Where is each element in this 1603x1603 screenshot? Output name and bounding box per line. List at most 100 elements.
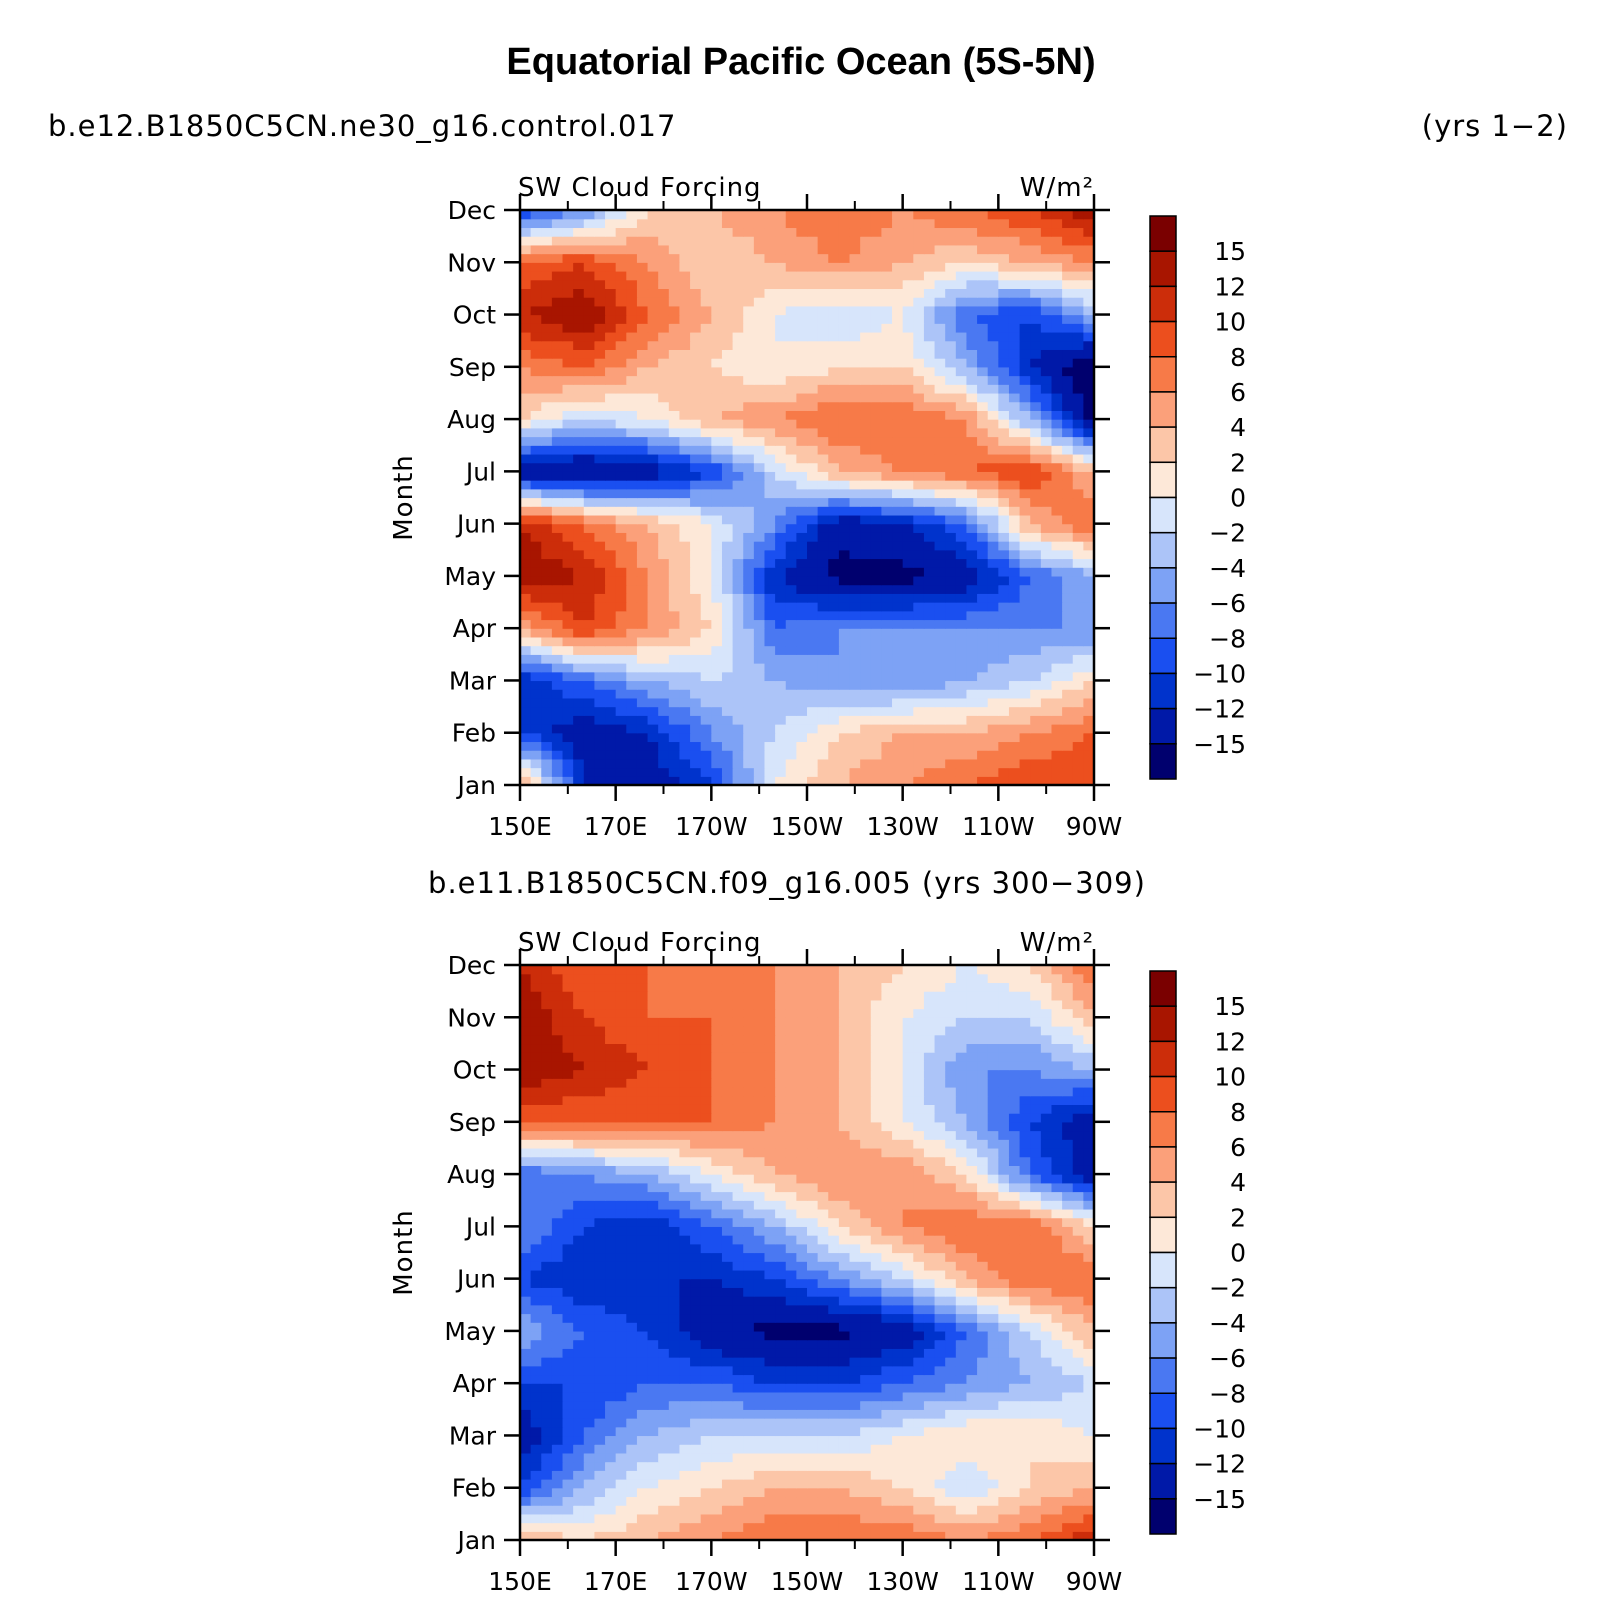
field-cell [743,436,755,446]
field-cell [860,375,872,385]
field-cell [807,462,819,472]
field-cell [679,1426,691,1437]
field-cell [679,1418,691,1428]
field-cell [1008,1426,1021,1437]
field-cell [977,654,989,664]
field-cell [796,392,808,403]
field-cell [594,706,606,716]
field-cell [785,262,797,272]
field-cell [636,671,649,682]
field-cell [1019,462,1031,472]
field-cell [1072,636,1084,647]
field-cell [977,1531,989,1541]
field-cell [573,1531,585,1541]
field-cell [817,558,829,568]
field-cell [605,1531,617,1541]
field-cell [573,1383,585,1393]
field-cell [605,549,617,560]
field-cell [743,541,755,551]
field-cell [636,1426,649,1437]
field-cell [690,645,702,655]
field-cell [1072,689,1084,699]
field-cell [690,689,702,699]
field-cell [1040,697,1053,708]
field-cell [817,1513,829,1524]
field-cell [1030,331,1042,342]
field-cell [530,1400,542,1410]
field-cell [605,514,617,525]
field-cell [573,419,585,429]
field-cell [998,340,1010,350]
field-cell [1040,1330,1053,1341]
field-cell [977,602,989,612]
field-cell [753,349,766,359]
field-cell [668,358,681,368]
field-cell [828,314,840,324]
field-cell [945,697,957,708]
field-cell [966,1426,978,1437]
field-cell [1083,1461,1095,1471]
field-cell [764,358,776,368]
field-cell [998,323,1010,333]
field-cell [1051,602,1063,612]
field-cell [923,1470,936,1480]
field-cell [711,366,723,377]
field-cell [955,480,968,490]
field-cell [764,488,776,499]
field-cell [679,340,691,350]
field-cell [860,628,872,638]
field-cell [945,628,957,638]
field-cell [1072,305,1084,316]
field-cell [881,1452,893,1463]
field-cell [785,523,797,533]
field-cell [764,297,776,307]
colorbar-label: −15 [1193,730,1246,759]
field-cell [1051,1418,1063,1428]
field-cell [679,445,691,455]
field-cell [1083,236,1095,246]
field-cell [870,375,883,385]
field-cell [732,480,744,490]
field-cell [1083,558,1095,568]
field-cell [1062,715,1074,725]
field-cell [849,645,861,655]
field-cell [690,1513,702,1524]
field-cell [817,358,829,368]
field-cell [530,375,542,385]
field-cell [1083,1418,1095,1428]
field-cell [923,506,936,516]
field-cell [594,541,606,551]
field-cell [1083,323,1095,333]
field-cell [923,663,936,673]
field-cell [647,1452,659,1463]
field-cell [775,297,787,307]
field-cell [1083,297,1095,307]
field-cell [1019,602,1031,612]
field-cell [615,305,627,316]
field-cell [721,497,734,507]
field-cell [987,750,999,760]
field-cell [955,549,968,560]
field-cell [796,497,808,507]
field-cell [1008,1383,1021,1393]
field-cell [743,1409,755,1419]
field-cell [1008,593,1021,603]
field-cell [573,1322,585,1332]
field-cell [913,253,925,263]
field-cell [541,288,553,298]
field-cell [541,462,553,472]
field-cell [860,1496,872,1506]
field-cell [605,541,617,551]
field-cell [966,1487,978,1498]
field-cell [987,331,999,342]
field-cell [987,776,999,786]
field-cell [721,1357,734,1367]
field-cell [1051,1365,1063,1376]
field-cell [838,776,851,786]
field-cell [1040,636,1053,647]
field-cell [934,392,946,403]
field-cell [828,1418,840,1428]
field-cell [1030,497,1042,507]
field-cell [881,1400,893,1410]
field-cell [1019,270,1031,281]
